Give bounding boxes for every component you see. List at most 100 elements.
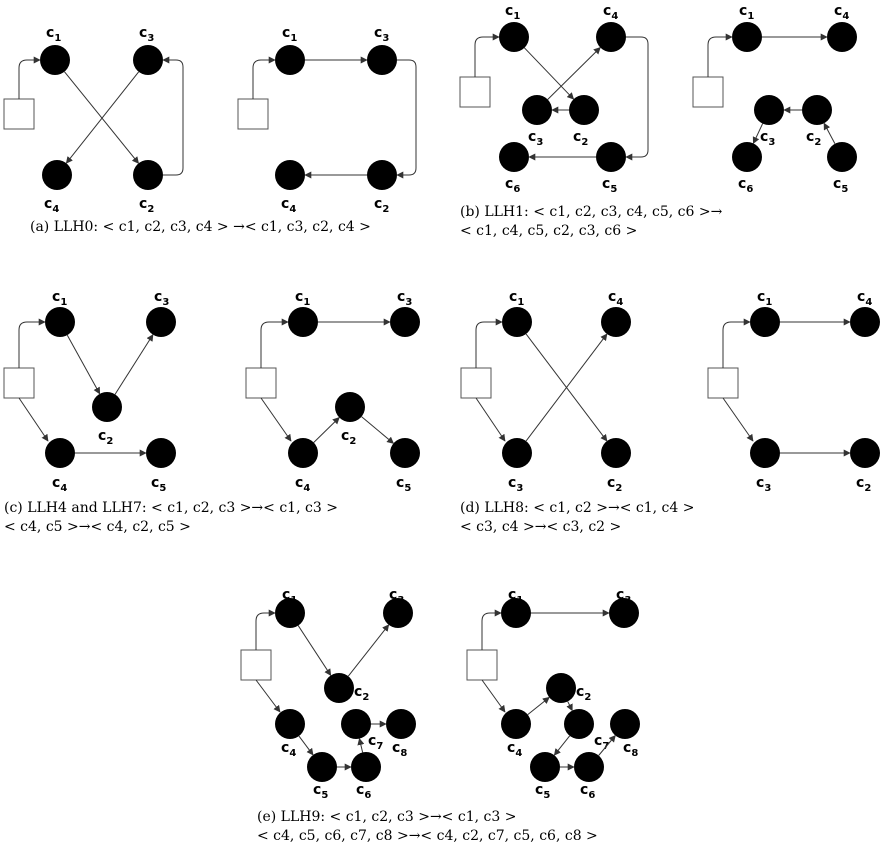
node-label-c6-e1: c6	[356, 782, 371, 801]
node-label-c2-b1: c2	[573, 129, 588, 148]
node-label-c8-e1: c8	[392, 740, 407, 759]
node-c2-c2	[335, 392, 365, 422]
node-c2-a1	[133, 160, 163, 190]
edge-b1-c4c5	[625, 36, 649, 161]
start-box-b1	[459, 76, 491, 108]
node-label-c3-b2: c3	[760, 129, 775, 148]
node-c3-d2	[750, 438, 780, 468]
edge-c1-c1c2	[66, 334, 101, 395]
node-label-c2-b2: c2	[806, 129, 821, 148]
node-label-c1-a1: c1	[46, 25, 61, 44]
caption-c-line-1: (c) LLH4 and LLH7: < c1, c2, c3 >→< c1, …	[4, 500, 338, 516]
node-label-c6-b1: c6	[505, 176, 520, 195]
edge-e2-c7c5	[553, 735, 571, 756]
edge-c2-c2c5	[361, 416, 395, 444]
node-label-c4-d1: c4	[608, 289, 623, 308]
node-c2-d2	[850, 438, 880, 468]
node-c8-e2	[610, 709, 640, 739]
start-box-a2	[237, 98, 269, 130]
node-label-c3-d2: c3	[756, 475, 771, 494]
start-box-d1	[460, 367, 492, 399]
edge-c2	[260, 318, 289, 368]
node-c7-e1	[341, 709, 371, 739]
caption-a-line-1: (a) LLH0: < c1, c2, c3, c4 > →< c1, c3, …	[30, 219, 371, 235]
node-c4-b1	[596, 22, 626, 52]
edge-e1	[255, 609, 276, 650]
node-c2-b2	[802, 95, 832, 125]
edge-e1-c1c2	[297, 625, 332, 677]
node-c3-c1	[146, 307, 176, 337]
edge-a1-c3c4	[65, 71, 140, 164]
node-label-c4-c2: c4	[295, 475, 310, 494]
node-c5-b1	[596, 142, 626, 172]
node-c4-e2	[501, 709, 531, 739]
node-label-c4-a2: c4	[281, 196, 296, 215]
node-label-c3-d1: c3	[508, 475, 523, 494]
node-c6-b1	[499, 142, 529, 172]
node-label-c5-e1: c5	[313, 782, 328, 801]
node-c3-b1	[522, 95, 552, 125]
node-c5-b2	[827, 142, 857, 172]
node-c8-e1	[386, 709, 416, 739]
edge-c1-c2c3	[114, 334, 154, 395]
caption-e-line-2: < c4, c5, c6, c7, c8 >→< c4, c2, c7, c5,…	[257, 828, 598, 844]
node-c3-a1	[133, 45, 163, 75]
caption-d-line-2: < c3, c4 >→< c3, c2 >	[460, 519, 622, 535]
edge-e2-c2c7	[566, 701, 573, 712]
start-box-d2	[707, 367, 739, 399]
node-label-c4-b1: c4	[603, 3, 618, 22]
node-label-c1-a2: c1	[282, 25, 297, 44]
node-label-c5-b1: c5	[602, 176, 617, 195]
node-c7-e2	[564, 709, 594, 739]
node-label-c3-c1: c3	[154, 289, 169, 308]
edge-e2-c6c8	[598, 734, 616, 756]
edge-e1-c2c3	[347, 624, 390, 677]
edge-b2-c5c2	[823, 122, 836, 144]
node-c4-e1	[275, 709, 305, 739]
node-c4-a1	[42, 160, 72, 190]
node-c1-c2	[288, 307, 318, 337]
node-c4-b2	[827, 22, 857, 52]
node-label-c2-a1: c2	[139, 196, 154, 215]
node-c2-c1	[92, 392, 122, 422]
node-c1-d2	[750, 307, 780, 337]
edge-e1-s4	[255, 679, 281, 713]
node-label-c2-e2: c2	[576, 684, 591, 703]
node-c2-a2	[367, 160, 397, 190]
node-c4-c1	[45, 438, 75, 468]
node-c2-b1	[569, 95, 599, 125]
edge-b1-c1c2	[524, 47, 575, 100]
node-label-c2-c1: c2	[98, 428, 113, 447]
node-c3-c2	[390, 307, 420, 337]
edge-e2	[481, 609, 502, 650]
edge-d1-s2	[475, 397, 506, 442]
edge-e1-c4c5	[298, 735, 314, 756]
node-c5-c2	[390, 438, 420, 468]
node-label-c2-a2: c2	[374, 196, 389, 215]
node-c6-b2	[732, 142, 762, 172]
node-c1-b2	[732, 22, 762, 52]
node-label-c4-b2: c4	[834, 3, 849, 22]
node-c6-e1	[351, 752, 381, 782]
node-c4-d2	[850, 307, 880, 337]
node-c4-a2	[275, 160, 305, 190]
caption-e: (e) LLH9: < c1, c2, c3 >→< c1, c3 > < c4…	[257, 808, 598, 846]
caption-d: (d) LLH8: < c1, c2 >→< c1, c4 > < c3, c4…	[460, 499, 694, 537]
start-box-c2	[245, 367, 277, 399]
node-c1-d1	[502, 307, 532, 337]
node-label-c1-d2: c1	[757, 289, 772, 308]
node-label-c5-e2: c5	[535, 782, 550, 801]
node-label-c5-c2: c5	[396, 475, 411, 494]
node-c5-e1	[307, 752, 337, 782]
node-label-c4-c1: c4	[52, 475, 67, 494]
start-box-e1	[240, 649, 272, 681]
edge-c1-s2	[18, 397, 49, 442]
node-label-c5-b2: c5	[833, 176, 848, 195]
node-label-c3-b1: c3	[528, 129, 543, 148]
node-label-c1-b2: c1	[739, 3, 754, 22]
node-label-c6-e2: c6	[580, 782, 595, 801]
node-c1-e1	[275, 598, 305, 628]
node-label-c1-b1: c1	[505, 3, 520, 22]
start-box-e2	[466, 649, 498, 681]
